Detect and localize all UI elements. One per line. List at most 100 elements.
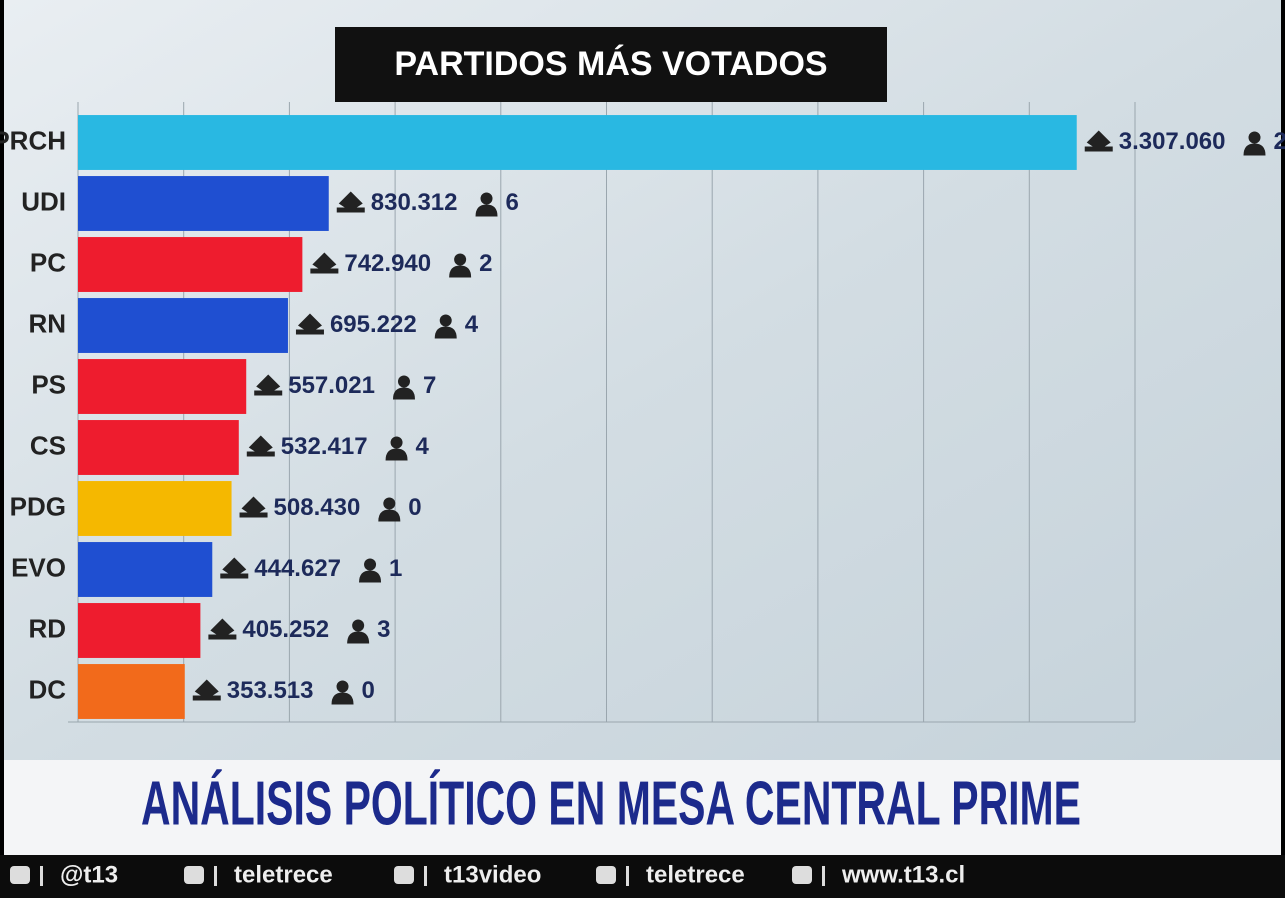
y-tick-label: RD <box>28 613 66 643</box>
person-head <box>480 192 493 205</box>
seats-label: 0 <box>362 677 375 704</box>
person-body <box>359 570 382 583</box>
ballot-box <box>192 695 221 701</box>
ballot-icon <box>312 252 337 273</box>
chart-title: PARTIDOS MÁS VOTADOS <box>394 45 827 83</box>
y-tick-label: PS <box>31 369 66 399</box>
headline-band <box>4 760 1281 855</box>
social-icon <box>596 866 616 884</box>
y-tick-label: DC <box>28 674 66 704</box>
person-body <box>385 448 408 461</box>
value-label: 3.307.060 <box>1119 128 1226 155</box>
person-head <box>352 619 365 632</box>
y-tick-label: UDI <box>21 186 66 216</box>
bar <box>78 603 201 658</box>
seats-label: 0 <box>408 494 421 521</box>
ballot-box <box>254 390 283 396</box>
y-tick-label: CS <box>30 430 66 460</box>
ballot-icon <box>222 557 247 578</box>
social-links: @t13 teletrece t13video teletrece www.t13.cl <box>10 861 965 888</box>
ballot-box <box>208 634 237 640</box>
seats-label: 6 <box>506 189 519 216</box>
person-head <box>383 497 396 510</box>
person-head <box>1248 131 1261 144</box>
person-body <box>347 631 370 644</box>
value-label: 557.021 <box>288 372 375 399</box>
person-body <box>331 692 354 705</box>
seats-label: 1 <box>389 555 402 582</box>
value-label: 508.430 <box>274 494 361 521</box>
ballot-box <box>239 512 268 518</box>
value-label: 405.252 <box>242 616 329 643</box>
seats-label: 7 <box>423 372 436 399</box>
person-head <box>364 558 377 571</box>
separator <box>424 866 427 886</box>
y-tick-label: EVO <box>11 552 66 582</box>
y-tick-label: RN <box>28 308 66 338</box>
seats-label: 4 <box>416 433 430 460</box>
person-body <box>449 265 472 278</box>
ballot-icon <box>241 496 266 517</box>
bar <box>78 115 1077 170</box>
person-body <box>1243 143 1266 156</box>
plot-area: PRCH 3.307.060 22 UDI 830.312 6 PC 742.940 2 RN 69… <box>0 102 1285 723</box>
person-head <box>397 375 410 388</box>
social-handle: www.t13.cl <box>841 861 965 888</box>
person-head <box>439 314 452 327</box>
separator <box>40 866 43 886</box>
seats-label: 2 <box>479 250 492 277</box>
bar <box>78 481 232 536</box>
bar <box>78 359 247 414</box>
bar <box>78 237 303 292</box>
social-handle: teletrece <box>646 861 745 888</box>
seats-label: 4 <box>465 311 479 338</box>
bar <box>78 664 185 719</box>
separator <box>822 866 825 886</box>
social-handle: @t13 <box>60 861 118 888</box>
value-label: 695.222 <box>330 311 417 338</box>
person-head <box>390 436 403 449</box>
ballot-icon <box>256 374 281 395</box>
value-label: 444.627 <box>254 555 341 582</box>
ballot-box <box>220 573 249 579</box>
ballot-box <box>310 268 339 274</box>
ballot-box <box>1084 146 1113 152</box>
headline: ANÁLISIS POLÍTICO EN MESA CENTRAL PRIME <box>141 769 1081 838</box>
person-body <box>475 204 498 217</box>
person-body <box>378 509 401 522</box>
ballot-box <box>246 451 275 457</box>
bar <box>78 298 288 353</box>
social-icon <box>184 866 204 884</box>
seats-label: 22 <box>1274 128 1285 155</box>
separator <box>214 866 217 886</box>
value-label: 742.940 <box>344 250 431 277</box>
social-icon <box>10 866 30 884</box>
person-body <box>392 387 415 400</box>
ballot-icon <box>338 191 363 212</box>
social-icon <box>394 866 414 884</box>
social-handle: teletrece <box>234 861 333 888</box>
seats-label: 3 <box>377 616 390 643</box>
person-body <box>434 326 457 339</box>
value-label: 830.312 <box>371 189 458 216</box>
ballot-icon <box>1086 130 1111 151</box>
value-label: 353.513 <box>227 677 314 704</box>
ballot-icon <box>297 313 322 334</box>
ballot-box <box>336 207 365 213</box>
social-handle: t13video <box>444 861 541 888</box>
person-head <box>336 680 349 693</box>
bar <box>78 420 239 475</box>
separator <box>626 866 629 886</box>
y-tick-label: PDG <box>10 491 66 521</box>
ballot-icon <box>248 435 273 456</box>
person-head <box>454 253 467 266</box>
ballot-icon <box>194 679 219 700</box>
title-box <box>335 27 887 102</box>
bar <box>78 542 213 597</box>
y-tick-label: PRCH <box>0 125 66 155</box>
ballot-icon <box>210 618 235 639</box>
y-tick-label: PC <box>30 247 66 277</box>
value-label: 532.417 <box>281 433 368 460</box>
